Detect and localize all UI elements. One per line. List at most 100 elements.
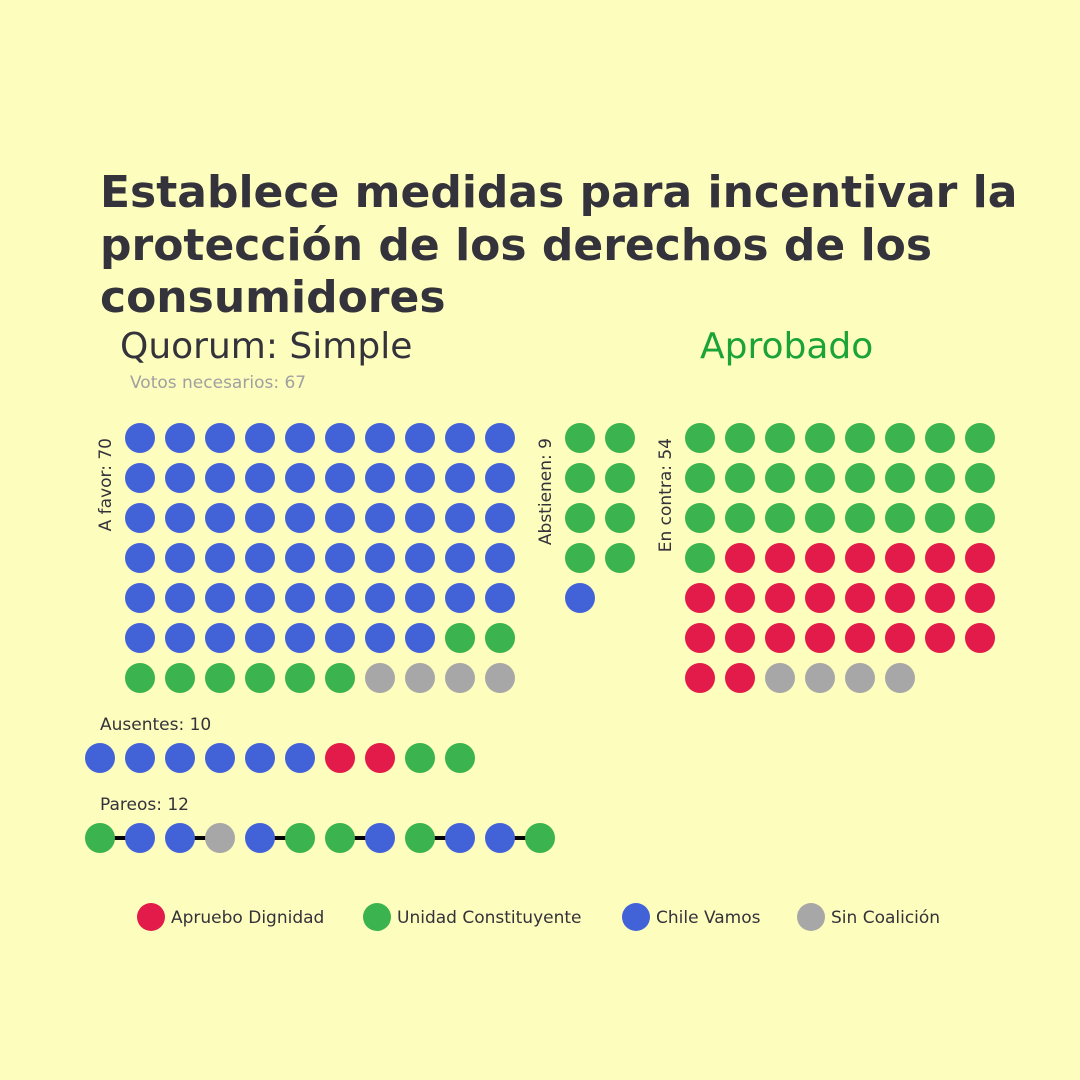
vote-dot	[445, 423, 475, 453]
vote-dot	[325, 583, 355, 613]
vote-dot	[285, 623, 315, 653]
legend-swatch	[363, 903, 391, 931]
group-label: Ausentes: 10	[100, 715, 211, 735]
vote-dot	[205, 423, 235, 453]
vote-dot	[325, 623, 355, 653]
legend-swatch	[797, 903, 825, 931]
vote-dot	[885, 463, 915, 493]
vote-dot	[685, 423, 715, 453]
vote-dot	[565, 583, 595, 613]
vote-dot	[445, 583, 475, 613]
vote-dot	[85, 823, 115, 853]
vote-dot	[765, 623, 795, 653]
vote-dot	[725, 623, 755, 653]
vote-dot	[525, 823, 555, 853]
vote-dot	[205, 623, 235, 653]
vote-dot	[925, 543, 955, 573]
vote-dot	[285, 583, 315, 613]
legend-label: Chile Vamos	[656, 908, 761, 928]
legend-label: Apruebo Dignidad	[171, 908, 324, 928]
vote-dot	[445, 503, 475, 533]
vote-dot	[965, 503, 995, 533]
vote-dot	[125, 543, 155, 573]
result: Aprobado	[700, 326, 873, 367]
vote-dot	[285, 503, 315, 533]
vote-dot	[245, 503, 275, 533]
vote-dot	[405, 583, 435, 613]
vote-dot	[125, 503, 155, 533]
chart-title: protección de los derechos de los	[100, 220, 932, 271]
vote-dot	[605, 503, 635, 533]
vote-dot	[965, 423, 995, 453]
vote-dot	[605, 463, 635, 493]
vote-dot	[605, 423, 635, 453]
vote-dot	[565, 463, 595, 493]
vote-dot	[925, 503, 955, 533]
vote-dot	[445, 543, 475, 573]
vote-dot	[165, 823, 195, 853]
vote-dot	[765, 543, 795, 573]
vote-dot	[805, 463, 835, 493]
vote-dot	[205, 823, 235, 853]
vote-dot	[245, 423, 275, 453]
vote-dot	[805, 423, 835, 453]
vote-dot	[325, 543, 355, 573]
vote-dot	[405, 543, 435, 573]
vote-dot	[445, 663, 475, 693]
group-label: Pareos: 12	[100, 795, 189, 815]
vote-dot	[165, 463, 195, 493]
vote-dot	[365, 463, 395, 493]
legend-swatch	[622, 903, 650, 931]
vote-dot	[965, 543, 995, 573]
vote-dot	[405, 743, 435, 773]
vote-dot	[245, 823, 275, 853]
vote-dot	[445, 463, 475, 493]
vote-dot	[285, 423, 315, 453]
vote-dot	[725, 503, 755, 533]
vote-dot	[365, 543, 395, 573]
vote-dot	[725, 463, 755, 493]
vote-dot	[685, 503, 715, 533]
vote-dot	[885, 423, 915, 453]
vote-dot	[445, 623, 475, 653]
vote-dot	[125, 463, 155, 493]
vote-dot	[965, 583, 995, 613]
vote-dot	[205, 463, 235, 493]
vote-dot	[685, 543, 715, 573]
vote-dot	[845, 583, 875, 613]
vote-dot	[965, 463, 995, 493]
vote-dot	[245, 543, 275, 573]
vote-dot	[845, 543, 875, 573]
vote-dot	[405, 463, 435, 493]
vote-dot	[885, 503, 915, 533]
vote-dot	[405, 623, 435, 653]
legend-label: Sin Coalición	[831, 908, 940, 928]
vote-dot	[765, 423, 795, 453]
vote-dot	[565, 503, 595, 533]
vote-dot	[485, 583, 515, 613]
vote-dot	[285, 663, 315, 693]
vote-dot	[245, 463, 275, 493]
group-label: A favor: 70	[96, 438, 116, 531]
vote-dot	[165, 743, 195, 773]
group-label: En contra: 54	[656, 438, 676, 552]
vote-dot	[365, 583, 395, 613]
vote-dot	[365, 743, 395, 773]
vote-dot	[485, 823, 515, 853]
vote-dot	[365, 823, 395, 853]
vote-dot	[845, 463, 875, 493]
vote-dot	[205, 663, 235, 693]
vote-dot	[165, 583, 195, 613]
vote-dot	[925, 583, 955, 613]
vote-dot	[565, 423, 595, 453]
vote-dot	[765, 503, 795, 533]
vote-dot	[765, 463, 795, 493]
vote-dot	[485, 423, 515, 453]
vote-dot	[885, 543, 915, 573]
chart-title: consumidores	[100, 272, 446, 323]
legend-swatch	[137, 903, 165, 931]
vote-dot	[845, 663, 875, 693]
vote-dot	[565, 543, 595, 573]
